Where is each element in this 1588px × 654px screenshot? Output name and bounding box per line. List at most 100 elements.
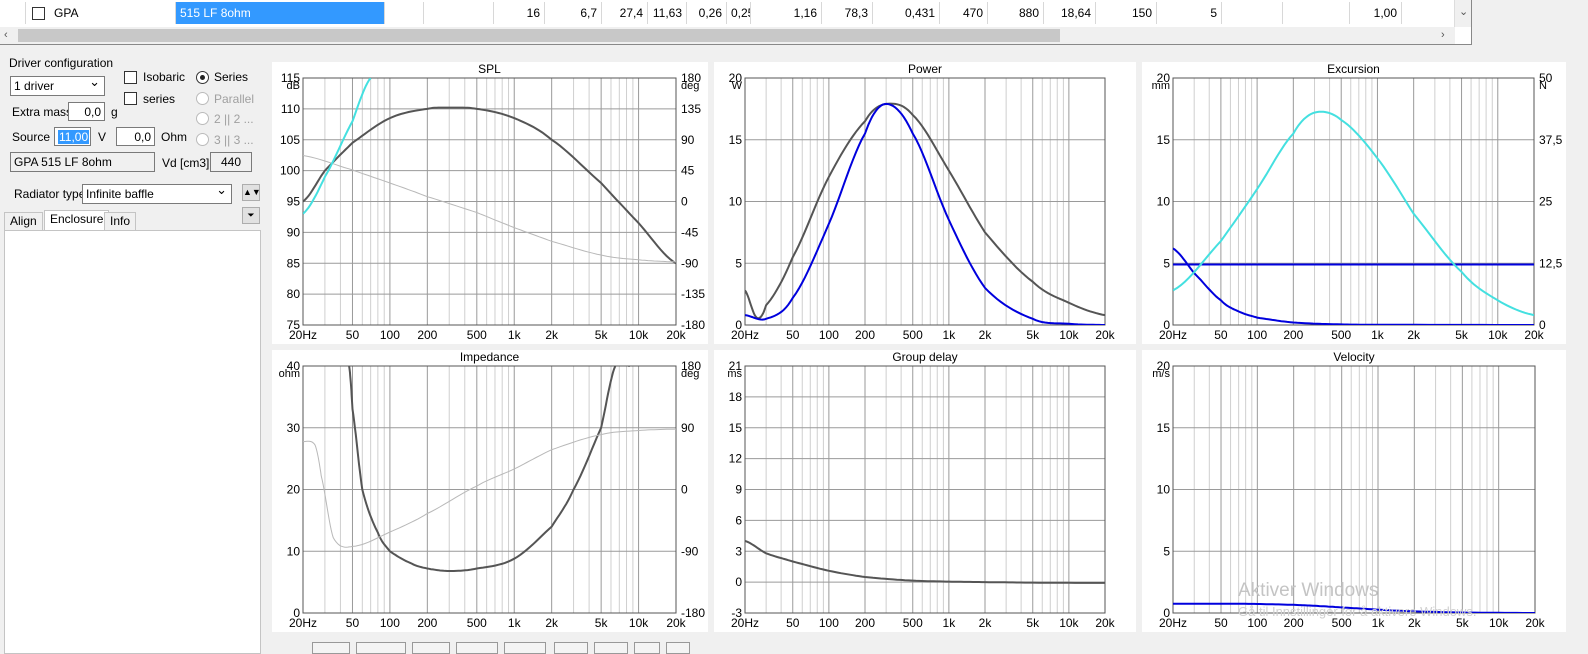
tab-info[interactable]: Info (104, 212, 137, 230)
plot-frame (1172, 365, 1536, 614)
radiator-type-value: Infinite baffle (86, 187, 154, 201)
source-label: Source (12, 130, 51, 144)
table-cell[interactable]: 150 (1096, 2, 1157, 24)
impedance-graph-panel[interactable]: 20Hz 50 100 200 500 1k 2k 5k 10k 20k 0 10 20 30 40 -180… (272, 350, 708, 632)
table-cell[interactable]: 880 (988, 2, 1044, 24)
table-cell[interactable]: 5 (1157, 2, 1222, 24)
table-cell[interactable]: 6,7 (545, 2, 602, 24)
power-graph-panel[interactable]: 20Hz 50 100 200 500 1k 2k 5k 10k 20k 0 5 10 15 20 W Powe… (714, 62, 1136, 344)
model-cell[interactable]: 515 LF 8ohm (176, 2, 385, 24)
tab-align[interactable]: Align (4, 212, 43, 230)
table-cell[interactable]: 18,64 (1044, 2, 1096, 24)
radiator-type-select[interactable]: Infinite baffle (82, 184, 232, 204)
color-chip[interactable] (356, 642, 406, 654)
extra-mass-unit: g (111, 105, 118, 119)
plot-frame (744, 77, 1106, 326)
velocity-graph-panel[interactable]: 20Hz 50 100 200 500 1k 2k 5k 10k 20k 0 5 10 15 20 m/s Ve… (1142, 350, 1566, 632)
spl-graph[interactable]: 20Hz 50 100 200 500 1k 2k 5k 10k 20k 75 80 85 90 95 100… (272, 62, 708, 344)
table-cell[interactable] (1283, 2, 1350, 24)
x-tick-label: 100 (1247, 616, 1267, 630)
brand-cell[interactable]: GPA (50, 2, 176, 24)
table-cell[interactable]: 27,4 (602, 2, 648, 24)
x-tick-label: 500 (1332, 616, 1352, 630)
color-chip[interactable] (554, 642, 588, 654)
chart-title: Power (908, 62, 942, 76)
chevron-left-icon[interactable]: ‹ (4, 29, 8, 41)
table-cell[interactable]: 0,431 (873, 2, 940, 24)
x-tick-label: 500 (903, 616, 923, 630)
color-chip[interactable] (412, 642, 450, 654)
color-chip[interactable] (634, 642, 660, 654)
excursion-graph-panel[interactable]: 20Hz 50 100 200 500 1k 2k 5k 10k 20k 0 5 10 15 20 0 12,5… (1142, 62, 1566, 344)
driver-count-select[interactable]: 1 driver (10, 76, 105, 96)
velocity-graph[interactable]: 20Hz 50 100 200 500 1k 2k 5k 10k 20k 0 5 10 15 20m/s Ve… (1142, 350, 1566, 632)
isobaric-label: Isobaric (143, 70, 186, 84)
parallel-radio[interactable] (196, 92, 209, 105)
isobaric-checkbox[interactable] (124, 71, 137, 84)
table-cell[interactable]: 1,16 (751, 2, 822, 24)
tab-enclosure[interactable]: Enclosure (44, 210, 110, 231)
power-graph[interactable]: 20Hz 50 100 200 500 1k 2k 5k 10k 20k 0 5 10 15 20W Powe… (714, 62, 1136, 344)
series-radio[interactable] (196, 71, 209, 84)
chevron-right-icon[interactable]: › (1441, 29, 1445, 41)
x-tick-label: 200 (855, 328, 875, 342)
excursion-graph[interactable]: 20Hz 50 100 200 500 1k 2k 5k 10k 20k05101520012,5… (1142, 62, 1566, 344)
scrollbar-thumb[interactable] (18, 29, 1060, 42)
x-tick-label: 100 (819, 328, 839, 342)
x-tick-label: 2k (979, 328, 993, 342)
y-tick-label: 0 (1163, 606, 1170, 620)
color-chip[interactable] (504, 642, 546, 654)
series-line (1173, 602, 1535, 613)
x-tick-label: 1k (943, 328, 957, 342)
y-unit-label: m/s (1152, 368, 1170, 380)
series-check-label: series (143, 92, 176, 106)
series-checkbox[interactable] (124, 92, 137, 105)
table-cell[interactable]: 0,26 (687, 2, 727, 24)
y2-tick-label: 90 (681, 421, 695, 435)
extra-mass-input[interactable]: 0,0 (68, 102, 105, 121)
driver-config-panel: Driver configuration 1 driver Isobaric s… (0, 50, 268, 654)
y2-unit-label: deg (681, 80, 699, 92)
x-tick-label: 500 (903, 328, 923, 342)
row-checkbox[interactable] (32, 7, 45, 20)
spl-graph-panel[interactable]: 20Hz 50 100 200 500 1k 2k 5k 10k 20k 75 80 85 90 95 100… (272, 62, 708, 344)
impedance-graph[interactable]: 20Hz 50 100 200 500 1k 2k 5k 10k 20k 0 10 20 30 40 -180… (272, 350, 708, 632)
color-chip[interactable] (666, 642, 690, 654)
table-horizontal-scrollbar[interactable]: ‹ › (0, 27, 1455, 44)
bottom-toolbar (270, 638, 1588, 654)
table-cell[interactable] (1402, 2, 1455, 24)
y-tick-label: 80 (287, 287, 301, 301)
table-cell[interactable]: 11,63 (648, 2, 687, 24)
three-parallel-radio[interactable] (196, 133, 209, 146)
color-chip[interactable] (456, 642, 498, 654)
group-delay-graph[interactable]: 20Hz 50 100 200 500 1k 2k 5k 10k 20k -3 0 3 6 9 12 15 18 2… (714, 350, 1136, 632)
table-cell[interactable] (1222, 2, 1283, 24)
table-cell[interactable] (424, 2, 494, 24)
y2-tick-label: 0 (1539, 318, 1546, 332)
table-cell[interactable] (385, 2, 424, 24)
color-chip[interactable] (594, 642, 628, 654)
row-header-cell (0, 2, 26, 24)
x-tick-label: 200 (1283, 328, 1303, 342)
collapse-button[interactable]: ⏷ (242, 207, 260, 224)
y-tick-label: 105 (280, 133, 300, 147)
chevron-down-icon[interactable]: ⌄ (1459, 6, 1469, 18)
source-voltage-input[interactable]: 11,00 (54, 127, 91, 146)
spin-up-down-button[interactable]: ▲▼ (242, 184, 261, 201)
source-resistance-input[interactable]: 0,0 (116, 127, 155, 146)
x-tick-label: 50 (1214, 616, 1228, 630)
two-parallel-radio[interactable] (196, 112, 209, 125)
table-vertical-scrollbar[interactable]: ⌄ (1454, 0, 1471, 27)
table-cell[interactable]: 16 (494, 2, 545, 24)
table-cell[interactable]: 78,3 (822, 2, 873, 24)
table-cell[interactable]: 0,25 (727, 2, 751, 24)
y2-tick-label: 0 (681, 483, 688, 497)
table-cell[interactable]: 1,00 (1350, 2, 1402, 24)
x-tick-label: 5k (1456, 616, 1470, 630)
table-cell[interactable]: 470 (940, 2, 988, 24)
y-tick-label: 20 (287, 483, 301, 497)
group-delay-graph-panel[interactable]: 20Hz 50 100 200 500 1k 2k 5k 10k 20k -3 0 3 6 9 12 15 18 2… (714, 350, 1136, 632)
table-row[interactable]: GPA 515 LF 8ohm 166,727,411,630,260,251,… (0, 2, 1472, 24)
y-unit-label: mm (1152, 80, 1170, 92)
color-chip[interactable] (312, 642, 350, 654)
